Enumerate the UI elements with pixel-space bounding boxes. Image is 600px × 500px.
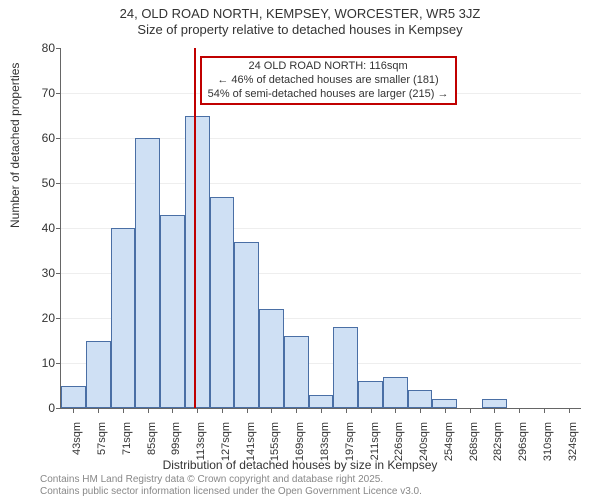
xtick-mark	[222, 408, 223, 413]
ytick-label: 50	[5, 176, 55, 190]
histogram-bar	[135, 138, 160, 408]
xtick-label: 197sqm	[344, 422, 356, 461]
ytick-mark	[56, 318, 61, 319]
footer-line-1: Contains HM Land Registry data © Crown c…	[40, 474, 422, 486]
histogram-bar	[408, 390, 433, 408]
histogram-bar	[358, 381, 383, 408]
histogram-bar	[185, 116, 210, 409]
xtick-label: 296sqm	[517, 422, 529, 461]
ytick-label: 20	[5, 311, 55, 325]
ytick-label: 0	[5, 401, 55, 415]
title-line-2: Size of property relative to detached ho…	[0, 22, 600, 38]
xtick-label: 155sqm	[269, 422, 281, 461]
ytick-mark	[56, 183, 61, 184]
xtick-mark	[197, 408, 198, 413]
ytick-mark	[56, 93, 61, 94]
ytick-mark	[56, 408, 61, 409]
histogram-bar	[284, 336, 309, 408]
xtick-label: 113sqm	[195, 422, 207, 460]
xtick-mark	[420, 408, 421, 413]
ytick-label: 70	[5, 86, 55, 100]
xtick-label: 183sqm	[319, 422, 331, 461]
xtick-label: 127sqm	[220, 422, 232, 461]
histogram-bar	[333, 327, 358, 408]
xtick-mark	[519, 408, 520, 413]
ytick-label: 80	[5, 41, 55, 55]
xtick-mark	[569, 408, 570, 413]
ytick-label: 60	[5, 131, 55, 145]
xtick-label: 85sqm	[146, 422, 158, 455]
callout-line-1: 24 OLD ROAD NORTH: 116sqm	[208, 60, 449, 74]
histogram-bar	[86, 341, 111, 409]
xtick-mark	[271, 408, 272, 413]
xtick-label: 226sqm	[393, 422, 405, 461]
histogram-bar	[234, 242, 259, 409]
ytick-mark	[56, 48, 61, 49]
xtick-mark	[148, 408, 149, 413]
xtick-label: 169sqm	[294, 422, 306, 461]
ytick-mark	[56, 273, 61, 274]
footer-line-2: Contains public sector information licen…	[40, 486, 422, 498]
xtick-mark	[346, 408, 347, 413]
xtick-mark	[98, 408, 99, 413]
xtick-label: 324sqm	[567, 422, 579, 461]
histogram-bar	[210, 197, 235, 409]
histogram-bar	[432, 399, 457, 408]
xtick-label: 211sqm	[369, 422, 381, 460]
histogram-bar	[309, 395, 334, 409]
histogram-bar	[259, 309, 284, 408]
xtick-mark	[247, 408, 248, 413]
chart-title: 24, OLD ROAD NORTH, KEMPSEY, WORCESTER, …	[0, 6, 600, 39]
xtick-label: 282sqm	[492, 422, 504, 461]
ytick-label: 40	[5, 221, 55, 235]
ytick-mark	[56, 363, 61, 364]
xtick-label: 240sqm	[418, 422, 430, 461]
xtick-label: 141sqm	[245, 422, 257, 461]
callout-box: 24 OLD ROAD NORTH: 116sqm← 46% of detach…	[200, 56, 457, 105]
xtick-mark	[73, 408, 74, 413]
xtick-mark	[296, 408, 297, 413]
xtick-label: 99sqm	[170, 422, 182, 455]
xtick-label: 57sqm	[96, 422, 108, 455]
xtick-mark	[470, 408, 471, 413]
xtick-label: 310sqm	[542, 422, 554, 461]
ytick-mark	[56, 138, 61, 139]
callout-line-2: ← 46% of detached houses are smaller (18…	[208, 74, 449, 88]
xtick-mark	[371, 408, 372, 413]
ytick-label: 30	[5, 266, 55, 280]
xtick-mark	[123, 408, 124, 413]
xtick-mark	[172, 408, 173, 413]
title-line-1: 24, OLD ROAD NORTH, KEMPSEY, WORCESTER, …	[0, 6, 600, 22]
histogram-bar	[111, 228, 136, 408]
xtick-mark	[321, 408, 322, 413]
plot-area: 0102030405060708043sqm57sqm71sqm85sqm99s…	[60, 48, 581, 409]
histogram-bar	[61, 386, 86, 409]
ytick-mark	[56, 228, 61, 229]
histogram-bar	[383, 377, 408, 409]
xtick-label: 71sqm	[121, 422, 133, 455]
x-axis-label: Distribution of detached houses by size …	[0, 458, 600, 472]
marker-line	[194, 48, 196, 408]
xtick-mark	[544, 408, 545, 413]
xtick-label: 254sqm	[443, 422, 455, 461]
ytick-label: 10	[5, 356, 55, 370]
footer-attribution: Contains HM Land Registry data © Crown c…	[40, 474, 422, 498]
chart-container: 24, OLD ROAD NORTH, KEMPSEY, WORCESTER, …	[0, 0, 600, 500]
histogram-bar	[482, 399, 507, 408]
xtick-mark	[445, 408, 446, 413]
xtick-mark	[494, 408, 495, 413]
histogram-bar	[160, 215, 185, 409]
xtick-label: 43sqm	[71, 422, 83, 455]
xtick-label: 268sqm	[468, 422, 480, 461]
xtick-mark	[395, 408, 396, 413]
callout-line-3: 54% of semi-detached houses are larger (…	[208, 88, 449, 102]
